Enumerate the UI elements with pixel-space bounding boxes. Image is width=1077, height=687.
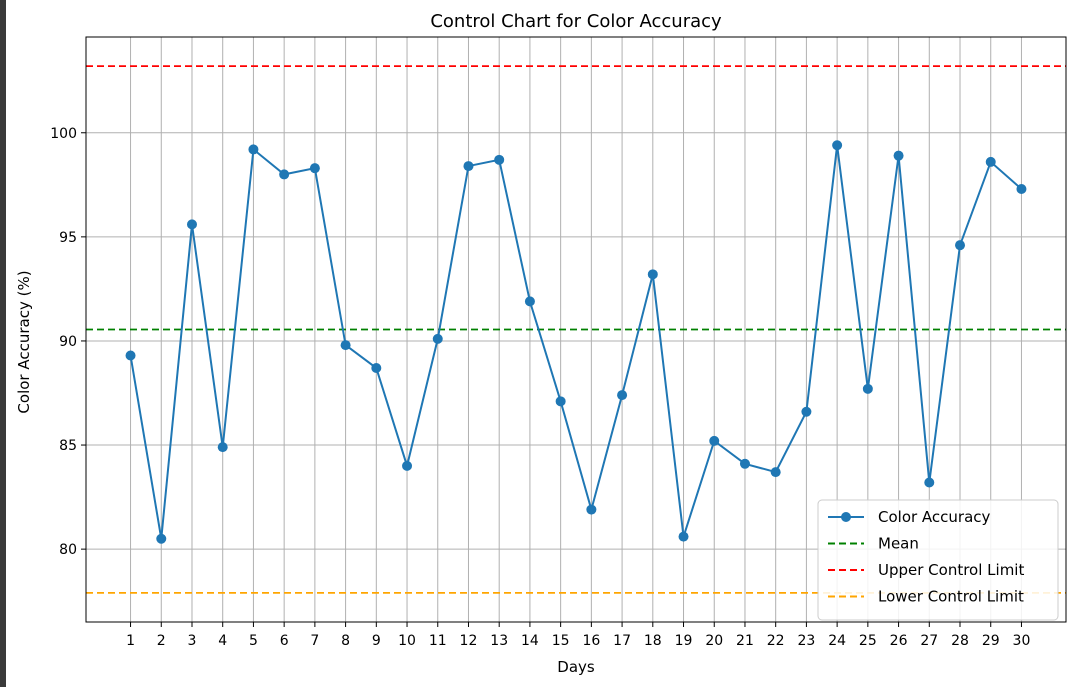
data-point (647, 269, 658, 280)
x-tick-label: 11 (429, 633, 447, 649)
x-tick-label: 17 (613, 633, 631, 649)
x-tick-label: 9 (372, 633, 381, 649)
x-tick-label: 21 (736, 633, 754, 649)
x-tick-label: 23 (797, 633, 815, 649)
legend-label: Lower Control Limit (878, 588, 1024, 606)
data-point (524, 296, 535, 307)
data-point (770, 467, 781, 478)
data-point (955, 240, 966, 251)
chart-title: Control Chart for Color Accuracy (430, 11, 722, 32)
x-tick-label: 16 (582, 633, 600, 649)
data-point (801, 406, 812, 417)
data-point (217, 442, 228, 453)
x-tick-label: 25 (859, 633, 877, 649)
data-point (709, 435, 720, 446)
legend: Color Accuracy Mean Upper Control Limit Low… (817, 499, 1059, 621)
data-point (279, 169, 290, 180)
x-tick-label: 3 (188, 633, 197, 649)
data-point (617, 390, 628, 401)
data-point (248, 144, 259, 155)
data-point (893, 150, 904, 161)
x-tick-label: 13 (490, 633, 508, 649)
data-point (739, 458, 750, 469)
x-tick-label: 6 (280, 633, 289, 649)
y-tick-label: 85 (59, 438, 77, 454)
x-tick-label: 24 (828, 633, 846, 649)
data-point (156, 533, 167, 544)
x-tick-label: 19 (675, 633, 693, 649)
x-tick-label: 8 (341, 633, 350, 649)
x-tick-label: 10 (398, 633, 416, 649)
x-tick-label: 14 (521, 633, 539, 649)
plot-frame (85, 36, 1067, 623)
x-tick-label: 4 (218, 633, 227, 649)
legend-label: Mean (878, 535, 919, 553)
y-axis-ticks: 80 85 90 95 100 (50, 126, 86, 558)
data-point (371, 363, 382, 374)
legend-label: Color Accuracy (878, 508, 991, 526)
y-tick-label: 95 (59, 230, 77, 246)
data-point (402, 460, 413, 471)
x-tick-label: 2 (157, 633, 166, 649)
x-tick-label: 26 (890, 633, 908, 649)
data-point (586, 504, 597, 515)
x-tick-label: 18 (644, 633, 662, 649)
x-tick-label: 1 (126, 633, 135, 649)
data-point (832, 140, 843, 151)
series-color-accuracy (125, 140, 1027, 544)
x-tick-label: 29 (982, 633, 1000, 649)
y-axis-label: Color Accuracy (%) (15, 270, 33, 413)
data-point (985, 156, 996, 167)
data-point (432, 333, 443, 344)
x-tick-label: 28 (951, 633, 969, 649)
data-point (1016, 183, 1027, 194)
y-tick-label: 80 (59, 542, 77, 558)
data-point (309, 163, 320, 174)
data-point (340, 340, 351, 351)
data-point (186, 219, 197, 230)
legend-label: Upper Control Limit (878, 561, 1024, 579)
data-point (678, 531, 689, 542)
data-point (555, 396, 566, 407)
x-tick-label: 20 (705, 633, 723, 649)
data-point (125, 350, 136, 361)
x-axis-label: Days (557, 658, 595, 676)
data-point (463, 161, 474, 172)
legend-box (817, 499, 1059, 621)
x-tick-label: 12 (460, 633, 478, 649)
legend-marker (841, 512, 851, 522)
data-point (862, 383, 873, 394)
data-point (924, 477, 935, 488)
x-tick-label: 30 (1013, 633, 1031, 649)
x-axis-ticks: 1 2 3 4 5 6 7 8 9 10 11 12 13 14 15 16 17 18 19 20 21 22 23 24 2… (126, 622, 1030, 649)
x-tick-label: 15 (552, 633, 570, 649)
x-tick-label: 22 (767, 633, 785, 649)
x-tick-label: 5 (249, 633, 258, 649)
series-line (129, 145, 1023, 539)
y-tick-label: 90 (59, 334, 77, 350)
x-tick-label: 27 (920, 633, 938, 649)
x-tick-label: 7 (310, 633, 319, 649)
y-tick-label: 100 (50, 126, 77, 142)
data-point (494, 154, 505, 165)
window-edge (0, 0, 6, 687)
